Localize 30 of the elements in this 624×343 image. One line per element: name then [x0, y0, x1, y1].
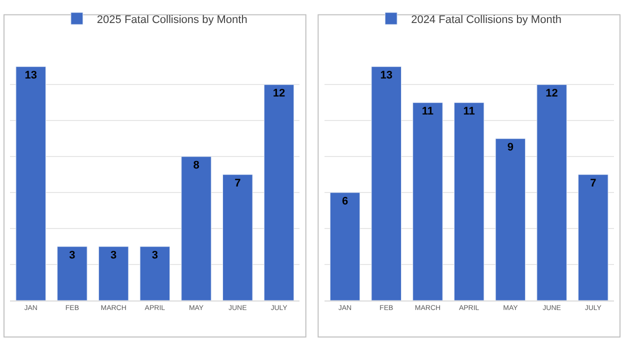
data-label: 6 — [342, 196, 348, 208]
bar — [536, 84, 567, 301]
data-label: 13 — [24, 70, 37, 82]
data-label: 3 — [69, 250, 76, 262]
data-label: 9 — [507, 142, 514, 154]
data-label: 8 — [193, 160, 200, 172]
data-label: 3 — [152, 250, 158, 262]
bar — [264, 84, 294, 301]
legend-label: 2024 Fatal Collisions by Month — [411, 14, 562, 26]
bar — [578, 174, 608, 301]
data-label: 12 — [546, 88, 558, 100]
bar — [495, 138, 526, 301]
data-label: 3 — [110, 250, 117, 262]
bar — [16, 66, 46, 301]
bar — [371, 66, 402, 301]
data-label: 7 — [590, 178, 596, 190]
bar — [330, 192, 360, 301]
data-label: 13 — [380, 70, 392, 82]
data-label: 11 — [463, 106, 475, 118]
bar — [222, 174, 253, 301]
bar — [181, 156, 212, 301]
legend-label: 2025 Fatal Collisions by Month — [96, 14, 248, 26]
data-label: 11 — [422, 106, 434, 118]
bar — [140, 246, 170, 301]
data-label: 12 — [272, 88, 286, 100]
bar — [57, 246, 88, 301]
bar — [412, 102, 443, 301]
data-label: 7 — [234, 178, 241, 190]
bar — [454, 102, 484, 301]
bar — [98, 246, 129, 301]
